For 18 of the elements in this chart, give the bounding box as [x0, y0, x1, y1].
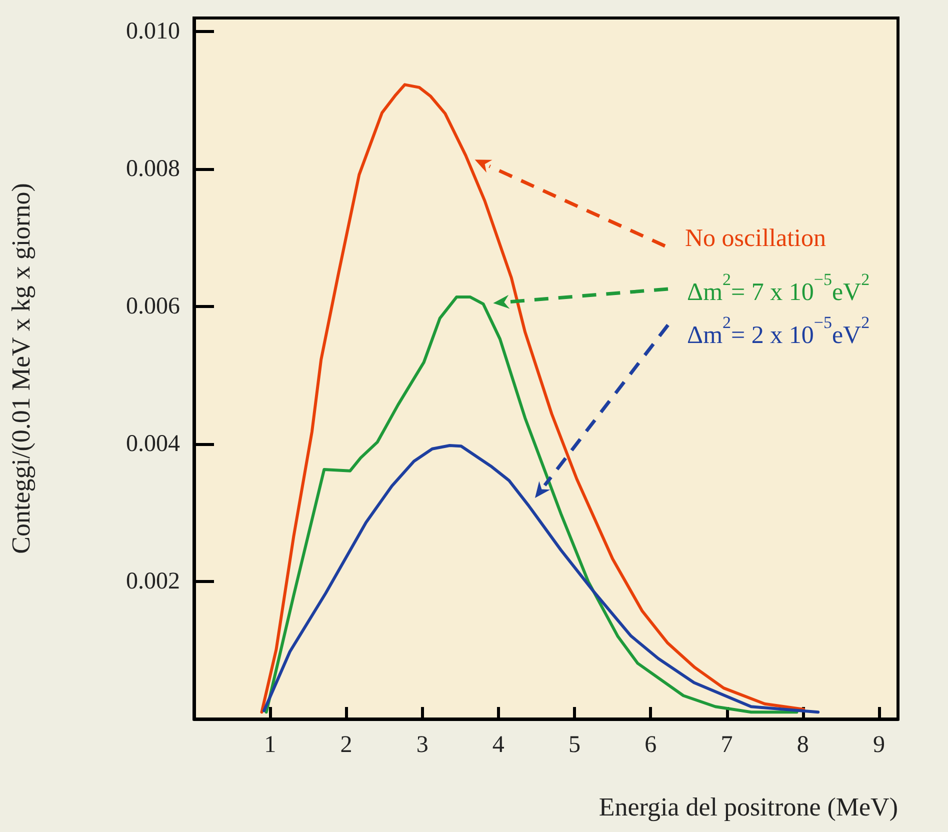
x-tick-label: 6: [644, 732, 657, 758]
x-tick-label: 9: [872, 732, 885, 758]
x-tick-label: 8: [796, 732, 809, 758]
y-tick-label: 0.002: [126, 568, 180, 595]
x-tick-label: 1: [264, 732, 276, 758]
x-tick-label: 7: [720, 732, 733, 758]
y-tick-label: 0.004: [126, 431, 180, 458]
y-axis-title: Conteggi/(0.01 MeV x kg x giorno): [6, 183, 36, 554]
y-tick-label: 0.008: [126, 156, 180, 182]
y-tick-label: 0.006: [126, 294, 180, 320]
x-tick-label: 3: [416, 732, 428, 758]
text: No oscillation: [685, 225, 826, 252]
x-tick-label: 4: [492, 732, 504, 758]
x-tick-label: 5: [568, 732, 581, 758]
y-tick-label: 0.010: [126, 18, 180, 45]
x-axis-title: Energia del positrone (MeV): [598, 792, 898, 822]
x-tick-label: 2: [340, 732, 352, 758]
line-series: [262, 444, 820, 714]
